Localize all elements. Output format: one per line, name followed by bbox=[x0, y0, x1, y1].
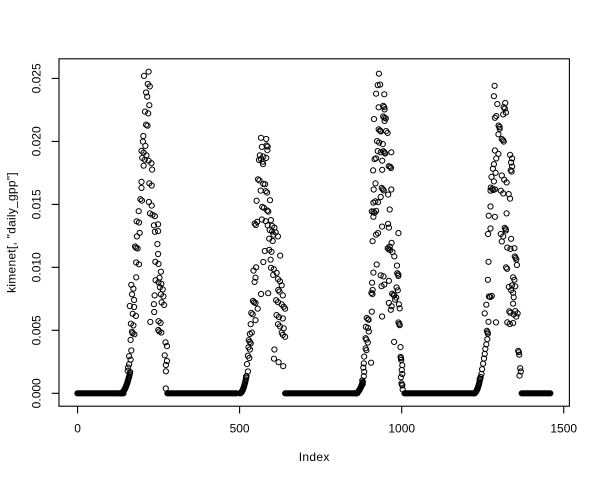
svg-text:kimenet[, "daily_gpp"]: kimenet[, "daily_gpp"] bbox=[4, 172, 18, 293]
svg-text:500: 500 bbox=[230, 422, 250, 436]
svg-text:Index: Index bbox=[299, 450, 330, 464]
svg-text:1000: 1000 bbox=[388, 422, 415, 436]
svg-text:0.020: 0.020 bbox=[30, 126, 44, 156]
svg-text:0: 0 bbox=[74, 422, 81, 436]
svg-text:0.025: 0.025 bbox=[30, 63, 44, 93]
svg-text:0.015: 0.015 bbox=[30, 189, 44, 219]
svg-text:0.010: 0.010 bbox=[30, 252, 44, 282]
svg-text:0.000: 0.000 bbox=[30, 378, 44, 408]
svg-text:1500: 1500 bbox=[550, 422, 577, 436]
svg-text:0.005: 0.005 bbox=[30, 315, 44, 345]
